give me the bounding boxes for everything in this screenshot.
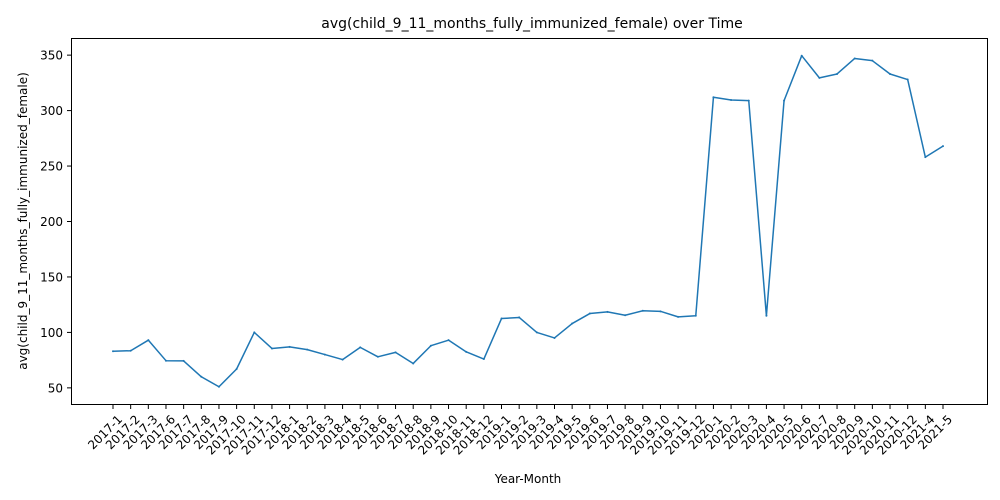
data-point (783, 99, 786, 102)
data-point (341, 358, 344, 361)
data-point (164, 359, 167, 362)
series-line (112, 54, 944, 388)
x-axis-label: Year-Month (494, 472, 562, 486)
data-point (217, 385, 220, 388)
data-point (641, 309, 644, 312)
data-points (112, 54, 944, 388)
y-tick-label: 350 (40, 49, 63, 63)
y-tick-label: 150 (40, 270, 63, 284)
data-point (482, 358, 485, 361)
data-point (270, 347, 273, 350)
data-point (253, 331, 256, 334)
data-point (306, 348, 309, 351)
data-point (288, 345, 291, 348)
data-point (429, 344, 432, 347)
y-tick-label: 200 (40, 215, 63, 229)
y-tick-label: 300 (40, 104, 63, 118)
data-point (359, 346, 362, 349)
data-point (889, 72, 892, 75)
data-point (747, 99, 750, 102)
data-point (412, 362, 415, 365)
chart-title: avg(child_9_11_months_fully_immunized_fe… (321, 16, 743, 32)
data-point (924, 156, 927, 159)
data-point (906, 78, 909, 81)
data-point (694, 314, 697, 317)
y-tick-label: 50 (48, 381, 63, 395)
data-point (323, 353, 326, 356)
data-point (853, 57, 856, 60)
data-point (447, 339, 450, 342)
data-point (147, 339, 150, 342)
data-point (871, 59, 874, 62)
data-point (818, 76, 821, 79)
data-point (836, 72, 839, 75)
y-tick-label: 250 (40, 160, 63, 174)
y-axis-label: avg(child_9_11_months_fully_immunized_fe… (16, 72, 30, 370)
data-point (659, 310, 662, 313)
data-point (112, 350, 114, 353)
data-point (624, 314, 627, 317)
data-point (765, 314, 768, 317)
data-point (712, 96, 715, 99)
data-point (535, 331, 538, 334)
data-point (394, 351, 397, 354)
data-point (200, 375, 203, 378)
y-axis: 50 100 150 200 250 300 350 (40, 49, 72, 395)
data-point (182, 359, 185, 362)
data-point (571, 322, 574, 325)
data-point (553, 336, 556, 339)
data-point (730, 99, 733, 102)
data-point (800, 54, 803, 57)
y-tick-label: 100 (40, 326, 63, 340)
data-point (518, 316, 521, 319)
data-point (235, 368, 238, 371)
x-axis: 2017-12017-22017-32017-62017-72017-82017… (85, 404, 955, 458)
data-point (942, 145, 944, 148)
data-point (588, 312, 591, 315)
data-point (500, 317, 503, 320)
data-point (677, 315, 680, 318)
plot-area-frame (71, 38, 988, 405)
data-point (376, 355, 379, 358)
data-point (129, 349, 132, 352)
data-point (465, 350, 468, 353)
data-point (606, 310, 609, 313)
